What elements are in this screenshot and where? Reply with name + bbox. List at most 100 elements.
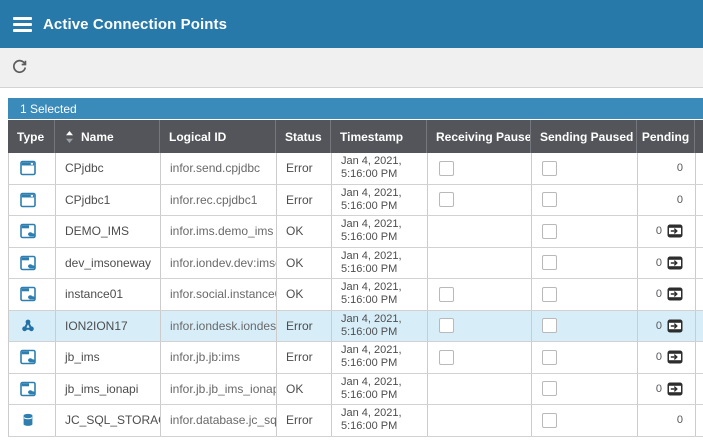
sending-paused-checkbox[interactable] <box>542 160 557 176</box>
pending-cell: 0 <box>638 216 696 247</box>
sending-paused-cell <box>532 405 638 436</box>
column-header-sending-paused[interactable]: Sending Paused <box>531 120 637 153</box>
page-title: Active Connection Points <box>43 15 228 33</box>
status-cell: OK <box>277 216 332 247</box>
overflow-cell <box>696 248 703 279</box>
timestamp-cell: Jan 4, 2021, 5:16:00 PM <box>332 153 428 184</box>
receiving-paused-cell <box>428 216 532 247</box>
selection-bar: 1 Selected <box>8 98 703 119</box>
timestamp-date: Jan 4, 2021, <box>341 218 402 231</box>
refresh-icon <box>11 59 28 76</box>
type-cell <box>9 279 56 310</box>
status-cell: Error <box>277 153 332 184</box>
sending-paused-cell <box>532 310 638 341</box>
timestamp-time: 5:16:00 PM <box>341 420 398 433</box>
type-cell <box>9 342 56 373</box>
pending-cell: 0 <box>638 184 696 215</box>
sending-paused-cell <box>532 279 638 310</box>
sending-paused-checkbox[interactable] <box>542 381 557 397</box>
sending-paused-checkbox[interactable] <box>542 255 557 271</box>
table-header-row: Type Name Logical ID Status Timestamp Re… <box>8 119 703 153</box>
table-row[interactable]: JC_SQL_STORAGE infor.database.jc_sql_sto… <box>8 405 703 437</box>
sending-paused-cell <box>532 153 638 184</box>
sort-up-down-icon[interactable] <box>65 130 74 144</box>
receiving-paused-checkbox[interactable] <box>439 286 454 302</box>
column-header-overflow <box>695 120 703 153</box>
ion-triangle-nodes-icon <box>20 318 36 334</box>
name-cell: CPjdbc <box>56 153 161 184</box>
receiving-paused-checkbox[interactable] <box>439 192 454 208</box>
drilldown-arrow-box-icon[interactable] <box>667 382 683 396</box>
sending-paused-checkbox[interactable] <box>542 318 557 334</box>
app-window-icon <box>20 192 36 208</box>
refresh-button[interactable] <box>8 56 31 79</box>
sending-paused-checkbox[interactable] <box>542 349 557 365</box>
receiving-paused-checkbox[interactable] <box>439 318 454 334</box>
column-header-logical-id[interactable]: Logical ID <box>160 120 276 153</box>
overflow-cell <box>696 405 703 436</box>
timestamp-date: Jan 4, 2021, <box>341 281 402 294</box>
drilldown-arrow-box-icon[interactable] <box>667 224 683 238</box>
status-cell: OK <box>277 247 332 278</box>
status-cell: OK <box>277 279 332 310</box>
app-window-cloud-icon <box>20 255 36 271</box>
table-row[interactable]: DEMO_IMS infor.ims.demo_ims OK Jan 4, 20… <box>8 216 703 248</box>
column-header-timestamp[interactable]: Timestamp <box>331 120 427 153</box>
pending-cell: 0 <box>638 310 696 341</box>
table-row[interactable]: jb_ims infor.jb.jb:ims Error Jan 4, 2021… <box>8 342 703 374</box>
timestamp-time: 5:16:00 PM <box>341 199 398 212</box>
table-row[interactable]: jb_ims_ionapi infor.jb.jb_ims_ionapi OK … <box>8 373 703 405</box>
name-cell: dev_imsoneway <box>56 247 161 278</box>
receiving-paused-cell <box>428 405 532 436</box>
logical-id-cell: infor.send.cpjdbc <box>161 153 277 184</box>
sending-paused-cell <box>532 247 638 278</box>
receiving-paused-cell <box>428 247 532 278</box>
column-header-name[interactable]: Name <box>55 120 160 153</box>
receiving-paused-cell <box>428 184 532 215</box>
overflow-cell <box>696 279 703 310</box>
column-header-status[interactable]: Status <box>276 120 331 153</box>
type-cell <box>9 310 56 341</box>
drilldown-arrow-box-icon[interactable] <box>667 287 683 301</box>
table-row[interactable]: instance01 infor.social.instance01 OK Ja… <box>8 279 703 311</box>
pending-count: 0 <box>676 193 683 206</box>
logical-id-cell: infor.jb.jb:ims <box>161 342 277 373</box>
name-cell: jb_ims <box>56 342 161 373</box>
status-cell: Error <box>277 342 332 373</box>
app-window-cloud-icon <box>20 381 36 397</box>
sending-paused-checkbox[interactable] <box>542 223 557 239</box>
receiving-paused-checkbox[interactable] <box>439 349 454 365</box>
timestamp-cell: Jan 4, 2021, 5:16:00 PM <box>332 373 428 404</box>
sending-paused-checkbox[interactable] <box>542 286 557 302</box>
pending-cell: 0 <box>638 279 696 310</box>
table-row[interactable]: ION2ION17 infor.iondesk.iondesk/desk Err… <box>8 310 703 342</box>
column-header-pending[interactable]: Pending <box>637 120 695 153</box>
name-cell: CPjdbc1 <box>56 184 161 215</box>
status-cell: Error <box>277 184 332 215</box>
column-header-type[interactable]: Type <box>8 120 55 153</box>
sending-paused-checkbox[interactable] <box>542 412 557 428</box>
table-row[interactable]: CPjdbc infor.send.cpjdbc Error Jan 4, 20… <box>8 153 703 185</box>
timestamp-cell: Jan 4, 2021, 5:16:00 PM <box>332 279 428 310</box>
toolbar <box>0 48 703 88</box>
hamburger-menu-icon[interactable] <box>10 11 36 37</box>
app-window-icon <box>20 160 36 176</box>
drilldown-arrow-box-icon[interactable] <box>667 319 683 333</box>
app-window-cloud-icon <box>20 349 36 365</box>
column-header-receiving-paused[interactable]: Receiving Paused <box>427 120 531 153</box>
table-row[interactable]: dev_imsoneway infor.iondev.dev:imsoneway… <box>8 247 703 279</box>
drilldown-arrow-box-icon[interactable] <box>667 256 683 270</box>
receiving-paused-cell <box>428 373 532 404</box>
logical-id-cell: infor.social.instance01 <box>161 279 277 310</box>
database-cylinder-icon <box>20 412 36 428</box>
timestamp-date: Jan 4, 2021, <box>341 249 402 262</box>
sending-paused-cell <box>532 342 638 373</box>
table-row[interactable]: CPjdbc1 infor.rec.cpjdbc1 Error Jan 4, 2… <box>8 184 703 216</box>
timestamp-time: 5:16:00 PM <box>341 168 398 181</box>
receiving-paused-cell <box>428 153 532 184</box>
sending-paused-checkbox[interactable] <box>542 192 557 208</box>
receiving-paused-checkbox[interactable] <box>439 160 454 176</box>
drilldown-arrow-box-icon[interactable] <box>667 350 683 364</box>
pending-cell: 0 <box>638 373 696 404</box>
